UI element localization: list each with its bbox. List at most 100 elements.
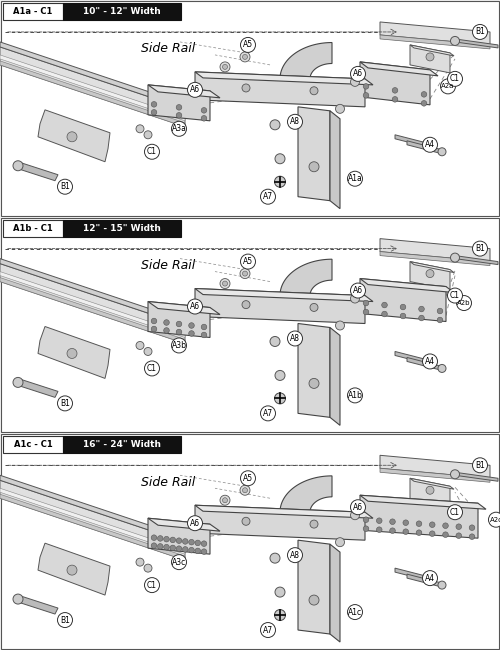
Polygon shape xyxy=(148,85,210,121)
Circle shape xyxy=(400,304,406,310)
Circle shape xyxy=(309,595,319,605)
Circle shape xyxy=(422,137,438,152)
Circle shape xyxy=(151,543,157,549)
Polygon shape xyxy=(148,518,210,554)
Circle shape xyxy=(164,536,170,542)
Polygon shape xyxy=(455,473,498,481)
Polygon shape xyxy=(380,35,490,49)
Circle shape xyxy=(158,536,163,541)
Circle shape xyxy=(400,313,406,318)
Circle shape xyxy=(164,328,170,333)
Circle shape xyxy=(448,72,462,86)
Circle shape xyxy=(456,533,462,538)
Polygon shape xyxy=(0,55,185,121)
Circle shape xyxy=(309,162,319,172)
Polygon shape xyxy=(410,45,450,73)
Text: C1: C1 xyxy=(147,580,157,590)
Polygon shape xyxy=(298,324,330,417)
Circle shape xyxy=(201,116,207,121)
Polygon shape xyxy=(280,259,332,296)
Circle shape xyxy=(195,540,200,546)
Circle shape xyxy=(144,361,160,376)
Circle shape xyxy=(309,378,319,389)
Circle shape xyxy=(13,378,23,387)
Text: A1b: A1b xyxy=(348,391,362,400)
Circle shape xyxy=(201,324,207,330)
Text: A6: A6 xyxy=(353,502,363,512)
Text: Side Rail: Side Rail xyxy=(141,476,195,489)
Polygon shape xyxy=(395,135,430,148)
Circle shape xyxy=(144,564,152,572)
Circle shape xyxy=(363,92,369,98)
Circle shape xyxy=(421,92,427,97)
Text: C1: C1 xyxy=(147,148,157,156)
Circle shape xyxy=(438,365,446,372)
Circle shape xyxy=(363,517,369,523)
Circle shape xyxy=(274,610,285,621)
Text: A6: A6 xyxy=(353,286,363,295)
Circle shape xyxy=(348,171,362,186)
Text: A2b: A2b xyxy=(457,300,471,306)
Polygon shape xyxy=(360,62,430,105)
Circle shape xyxy=(58,179,72,194)
Circle shape xyxy=(240,38,256,53)
Text: C1: C1 xyxy=(450,74,460,83)
Circle shape xyxy=(242,55,248,59)
Text: A7: A7 xyxy=(263,192,273,202)
Text: A1c - C1: A1c - C1 xyxy=(14,440,52,449)
Circle shape xyxy=(182,539,188,544)
Circle shape xyxy=(220,495,230,505)
Circle shape xyxy=(403,529,408,534)
Circle shape xyxy=(310,520,318,528)
Polygon shape xyxy=(18,596,58,614)
Circle shape xyxy=(136,341,144,350)
Circle shape xyxy=(58,396,72,411)
Circle shape xyxy=(222,498,228,502)
Text: A8: A8 xyxy=(290,551,300,560)
Polygon shape xyxy=(0,494,185,560)
Text: A6: A6 xyxy=(190,85,200,94)
Circle shape xyxy=(270,337,280,346)
Text: A7: A7 xyxy=(263,409,273,418)
Circle shape xyxy=(382,311,388,317)
Circle shape xyxy=(151,326,157,332)
Polygon shape xyxy=(0,259,185,326)
Circle shape xyxy=(350,294,360,303)
Circle shape xyxy=(310,304,318,311)
Polygon shape xyxy=(38,543,110,595)
Text: A4: A4 xyxy=(425,140,435,150)
Circle shape xyxy=(438,148,446,156)
Bar xyxy=(3,3,63,20)
Text: A3c: A3c xyxy=(172,558,186,567)
Polygon shape xyxy=(148,85,220,98)
Circle shape xyxy=(151,318,157,324)
Polygon shape xyxy=(0,475,185,542)
Circle shape xyxy=(442,523,448,528)
Circle shape xyxy=(58,612,72,627)
Circle shape xyxy=(242,271,248,276)
Polygon shape xyxy=(360,279,454,293)
Polygon shape xyxy=(360,495,486,509)
Circle shape xyxy=(336,321,344,330)
Circle shape xyxy=(418,306,424,312)
Circle shape xyxy=(376,518,382,523)
Circle shape xyxy=(350,77,360,86)
Circle shape xyxy=(430,531,435,536)
Circle shape xyxy=(422,571,438,586)
Text: A4: A4 xyxy=(425,573,435,582)
Circle shape xyxy=(437,308,443,314)
Circle shape xyxy=(151,101,157,107)
Circle shape xyxy=(274,393,285,404)
Circle shape xyxy=(274,176,285,187)
Circle shape xyxy=(67,348,77,358)
Text: A6: A6 xyxy=(190,302,200,311)
Circle shape xyxy=(348,388,362,403)
Circle shape xyxy=(240,254,256,269)
Text: B1: B1 xyxy=(60,399,70,408)
Circle shape xyxy=(242,84,250,92)
Circle shape xyxy=(275,370,285,380)
Circle shape xyxy=(182,547,188,552)
Circle shape xyxy=(176,321,182,327)
Bar xyxy=(63,220,181,237)
Circle shape xyxy=(172,554,186,569)
